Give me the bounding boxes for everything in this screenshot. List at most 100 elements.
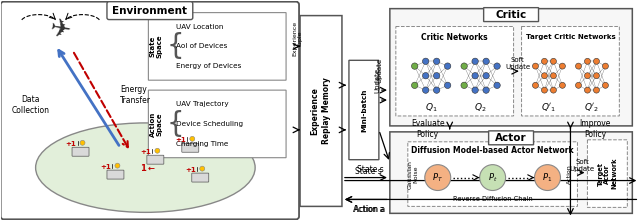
Text: +1: +1 (100, 164, 111, 170)
FancyBboxPatch shape (148, 90, 286, 158)
FancyBboxPatch shape (1, 2, 299, 219)
Text: Device Scheduling: Device Scheduling (176, 121, 243, 127)
Circle shape (422, 58, 429, 65)
Text: Energy
Transfer: Energy Transfer (120, 85, 152, 105)
FancyBboxPatch shape (484, 8, 538, 22)
Circle shape (433, 58, 440, 65)
Circle shape (412, 63, 418, 69)
Text: Update: Update (375, 68, 381, 93)
Circle shape (575, 82, 582, 88)
Text: Critic: Critic (495, 10, 527, 20)
Circle shape (472, 72, 478, 79)
Text: Diffusion Model-based Actor Network: Diffusion Model-based Actor Network (412, 146, 574, 155)
Circle shape (472, 58, 478, 65)
Circle shape (461, 63, 467, 69)
Text: UAV Trajectory: UAV Trajectory (176, 101, 229, 107)
Circle shape (584, 58, 591, 64)
Text: {: { (166, 110, 184, 138)
Text: Reverse Diffusion Chain: Reverse Diffusion Chain (452, 196, 532, 202)
Text: +1: +1 (140, 149, 151, 155)
Circle shape (155, 148, 160, 153)
Circle shape (433, 87, 440, 93)
Circle shape (425, 165, 451, 191)
Circle shape (541, 58, 547, 64)
Text: Actor: Actor (495, 133, 527, 143)
Circle shape (559, 63, 565, 69)
Circle shape (550, 58, 556, 64)
Text: Evaluate
Policy: Evaluate Policy (411, 119, 445, 139)
Text: Gaussian
Noise: Gaussian Noise (408, 160, 418, 189)
Text: +1: +1 (175, 137, 186, 143)
Text: $\mathbf{1\leftarrow}$: $\mathbf{1\leftarrow}$ (140, 162, 156, 173)
Circle shape (444, 63, 451, 69)
Ellipse shape (36, 123, 255, 212)
FancyBboxPatch shape (588, 140, 627, 207)
Circle shape (461, 82, 467, 88)
Circle shape (593, 73, 600, 79)
Text: Data
Collection: Data Collection (12, 95, 50, 115)
FancyBboxPatch shape (148, 13, 286, 80)
Text: $Q'_2$: $Q'_2$ (584, 102, 600, 114)
FancyBboxPatch shape (300, 16, 342, 206)
Text: Energy of Devices: Energy of Devices (176, 63, 242, 69)
Text: $P_T$: $P_T$ (432, 171, 444, 184)
Text: Action: Action (567, 164, 572, 184)
Text: Action
Space: Action Space (150, 111, 163, 137)
Circle shape (494, 63, 500, 69)
FancyBboxPatch shape (182, 143, 199, 152)
FancyBboxPatch shape (390, 9, 632, 126)
FancyBboxPatch shape (107, 2, 193, 20)
Circle shape (532, 63, 538, 69)
Circle shape (532, 82, 538, 88)
Text: $Q'_1$: $Q'_1$ (541, 102, 557, 114)
Circle shape (584, 87, 591, 93)
Circle shape (602, 82, 609, 88)
Circle shape (541, 87, 547, 93)
Circle shape (534, 165, 561, 191)
Circle shape (602, 63, 609, 69)
Circle shape (422, 87, 429, 93)
Circle shape (584, 73, 591, 79)
Circle shape (541, 73, 547, 79)
Circle shape (593, 58, 600, 64)
Text: Mini-batch: Mini-batch (361, 88, 367, 132)
Text: AoI of Devices: AoI of Devices (176, 43, 228, 50)
Circle shape (433, 72, 440, 79)
FancyBboxPatch shape (107, 170, 124, 179)
Circle shape (483, 87, 490, 93)
Text: Charging Time: Charging Time (176, 141, 228, 147)
FancyBboxPatch shape (192, 173, 209, 182)
FancyBboxPatch shape (408, 142, 577, 206)
FancyBboxPatch shape (349, 60, 379, 160)
Circle shape (200, 166, 205, 171)
Text: $Q_1$: $Q_1$ (425, 102, 438, 114)
Text: {: { (166, 32, 184, 60)
Text: Soft
Update: Soft Update (570, 159, 595, 172)
Text: $P_1$: $P_1$ (543, 171, 552, 184)
Text: +1: +1 (185, 167, 196, 173)
Text: Action a: Action a (353, 205, 384, 214)
Circle shape (593, 87, 600, 93)
Text: Experience
Replay Memory: Experience Replay Memory (310, 78, 332, 145)
Circle shape (479, 165, 506, 191)
Text: Experience
Tuple: Experience Tuple (292, 21, 303, 56)
Circle shape (483, 72, 490, 79)
Text: $P_t$: $P_t$ (488, 171, 497, 184)
Circle shape (483, 58, 490, 65)
Text: State s: State s (355, 167, 382, 176)
Text: ✈: ✈ (48, 17, 73, 44)
Text: +1: +1 (65, 141, 76, 147)
Circle shape (550, 87, 556, 93)
Text: Action a: Action a (355, 205, 385, 214)
Text: Environment: Environment (113, 6, 188, 16)
Text: Improve
Policy: Improve Policy (580, 119, 611, 139)
Circle shape (444, 82, 451, 88)
Circle shape (494, 82, 500, 88)
FancyBboxPatch shape (390, 132, 632, 213)
Circle shape (190, 136, 195, 141)
Text: Update: Update (377, 58, 383, 83)
Circle shape (115, 163, 120, 168)
Circle shape (422, 72, 429, 79)
Text: State
Space: State Space (150, 35, 163, 58)
FancyBboxPatch shape (72, 147, 89, 156)
